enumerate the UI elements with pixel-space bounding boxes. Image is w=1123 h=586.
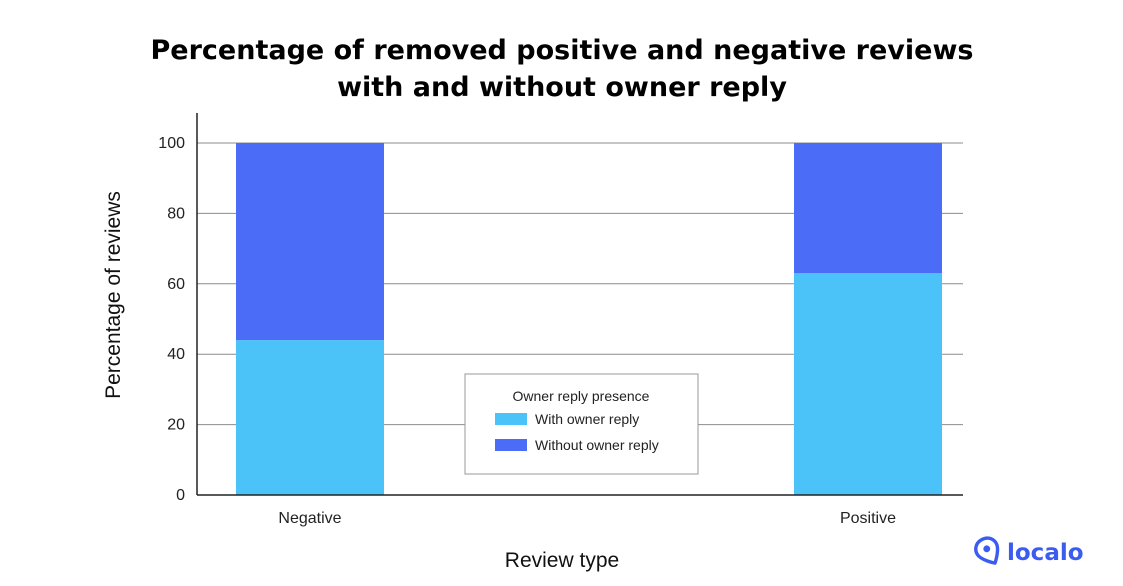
localo-logo: localo [974,536,1084,566]
y-tick-label-0: 0 [176,487,185,504]
logo-text: localo [1007,540,1084,566]
chart-title-line-1: Percentage of removed positive and negat… [151,35,974,66]
y-tick-label-80: 80 [167,205,185,222]
y-axis-label: Percentage of reviews [102,191,125,399]
legend-swatch-with-owner-reply [495,413,527,425]
legend-swatch-without-owner-reply [495,439,527,451]
axes [196,113,963,496]
y-tick-label-20: 20 [167,417,185,434]
bar-positive-without-owner-reply [794,143,942,274]
x-tick-label-negative: Negative [278,510,341,527]
chart-title-line-2: with and without owner reply [337,72,787,103]
legend-title: Owner reply presence [513,388,650,404]
legend: Owner reply presence With owner reply Wi… [464,373,699,475]
bar-negative-with-owner-reply [236,340,384,495]
y-tick-label-60: 60 [167,276,185,293]
x-tick-labels: Negative Positive [278,510,896,527]
y-tick-label-40: 40 [167,346,185,363]
bar-negative-without-owner-reply [236,143,384,341]
x-axis-label: Review type [505,549,619,572]
y-tick-labels: 0 20 40 60 80 100 [158,135,185,504]
bar-positive-with-owner-reply [794,273,942,495]
legend-label-without-owner-reply: Without owner reply [535,437,659,453]
bars [236,143,942,495]
legend-label-with-owner-reply: With owner reply [535,411,639,427]
x-tick-label-positive: Positive [840,510,896,527]
location-pin-icon [974,536,1000,565]
y-tick-label-100: 100 [158,135,185,152]
